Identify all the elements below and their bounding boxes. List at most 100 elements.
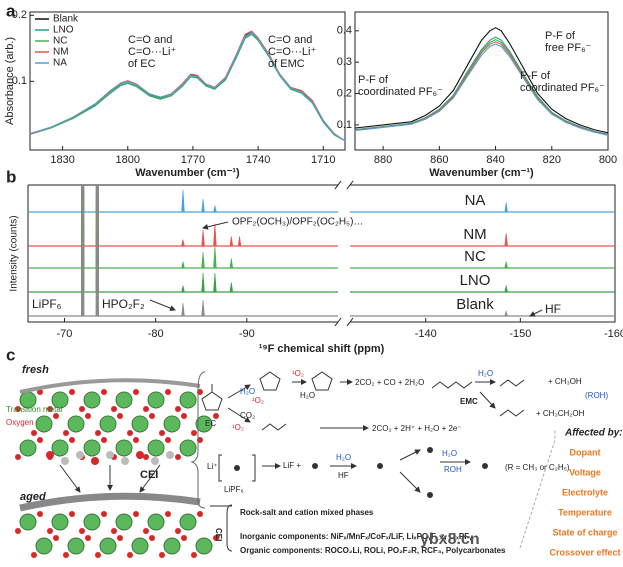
axis-break [334, 317, 342, 327]
x-tick-label: 820 [543, 154, 561, 166]
arrow [59, 464, 81, 493]
peak [504, 310, 508, 317]
oxygen-atom [63, 430, 69, 436]
x-tick-label: -90 [239, 328, 255, 340]
oxygen-atom [95, 552, 101, 558]
factor-list: Dopant Voltage Electrolyte Temperature State… [549, 447, 620, 557]
annotation: OPF₂(OCH₃)/OPF₂(OC₂H₅)… [232, 217, 363, 228]
oxygen-atom [69, 511, 75, 517]
label: H₂O [300, 391, 315, 400]
peak [504, 261, 508, 269]
oxygen-atom [101, 511, 107, 517]
metal-atom [19, 439, 37, 457]
arrow [399, 471, 421, 493]
molecule-atom [151, 457, 159, 465]
oxygen-atom [175, 528, 181, 534]
metal-atom [179, 439, 197, 457]
oxygen-atom [143, 406, 149, 412]
oxygen-atom [127, 552, 133, 558]
atom [427, 492, 433, 498]
peak [504, 202, 508, 213]
peak [95, 185, 99, 213]
legend-label: Blank [53, 14, 79, 25]
oxygen-atom [181, 413, 187, 419]
label: ¹O₂ [292, 369, 304, 378]
factor: Voltage [569, 467, 601, 477]
y-axis-title: Intensity (counts) [9, 215, 20, 291]
oxygen-atom [149, 413, 155, 419]
label: Inorganic components: NiFₓ/MnFₓ/CoFₓ/LiF… [240, 532, 472, 541]
molecule-atom [91, 457, 99, 465]
metal-atom [115, 513, 133, 531]
annotation: P-F of [520, 70, 551, 82]
peak [213, 245, 217, 269]
y-tick-label: 0.4 [337, 25, 352, 37]
label: H₂O [240, 387, 255, 396]
legend-label: LNO [53, 25, 74, 36]
peak [213, 223, 217, 247]
x-tick-label: -140 [415, 328, 437, 340]
peak [237, 236, 242, 247]
peak [181, 285, 185, 293]
oxygen-atom [111, 528, 117, 534]
peak [181, 239, 185, 247]
label: Organic components: ROCO₂Li, ROLi, PO₂F₂… [240, 546, 506, 555]
molecule-atom [46, 451, 54, 459]
oxygen-atom [15, 528, 21, 534]
annotation: C=O and [268, 34, 312, 46]
metal-atom [51, 391, 69, 409]
atom [312, 463, 318, 469]
annotation: of EC [128, 58, 156, 70]
arrow [227, 407, 251, 423]
oxygen-atom [133, 389, 139, 395]
oxygen-atom [133, 511, 139, 517]
atom [377, 463, 383, 469]
watermark: ybx8.cn [420, 531, 480, 548]
molecule [499, 409, 525, 417]
oxygen-atom [101, 389, 107, 395]
oxygen-atom [37, 389, 43, 395]
oxygen-atom [15, 454, 21, 460]
pointer [149, 299, 176, 311]
metal-atom [163, 537, 181, 555]
oxygen-atom [165, 437, 171, 443]
metal-atom [19, 513, 37, 531]
factor: State of charge [552, 527, 617, 537]
oxygen-atom [149, 535, 155, 541]
peak [504, 233, 508, 247]
oxygen-atom [69, 389, 75, 395]
series-label: Blank [456, 296, 494, 313]
pointer [529, 309, 543, 317]
peak [201, 272, 205, 293]
metal-atom [115, 391, 133, 409]
annotation: P-F of [358, 74, 389, 86]
metal-atom [83, 513, 101, 531]
connector [519, 430, 556, 549]
x-tick-label: 880 [374, 154, 392, 166]
peak [201, 251, 205, 269]
label: Li⁺ [207, 462, 217, 471]
crystal-structure [15, 389, 219, 558]
peak [201, 299, 205, 317]
axis-break [346, 317, 354, 327]
metal-atom [115, 439, 133, 457]
metal-atom [131, 537, 149, 555]
oxygen-atom [165, 389, 171, 395]
label: H₂O [478, 369, 493, 378]
label: (R = CH₃ or C₂H₅) [505, 463, 570, 472]
peak [81, 185, 85, 317]
bracket [226, 504, 233, 552]
label: fresh [22, 364, 49, 376]
metal-atom [179, 391, 197, 409]
molecule-atom [121, 457, 129, 465]
peak [229, 236, 234, 247]
label: EMC [460, 397, 478, 406]
x-tick-label: 800 [599, 154, 617, 166]
y-axis-title: Absorbance (arb.) [4, 37, 16, 125]
atom [234, 465, 240, 471]
annotation: C=O···Li⁺ [128, 46, 176, 58]
oxygen-atom [191, 552, 197, 558]
series-label: NM [463, 226, 486, 243]
pointer [202, 221, 229, 230]
annotation: HPO₂F₂ [102, 297, 145, 311]
